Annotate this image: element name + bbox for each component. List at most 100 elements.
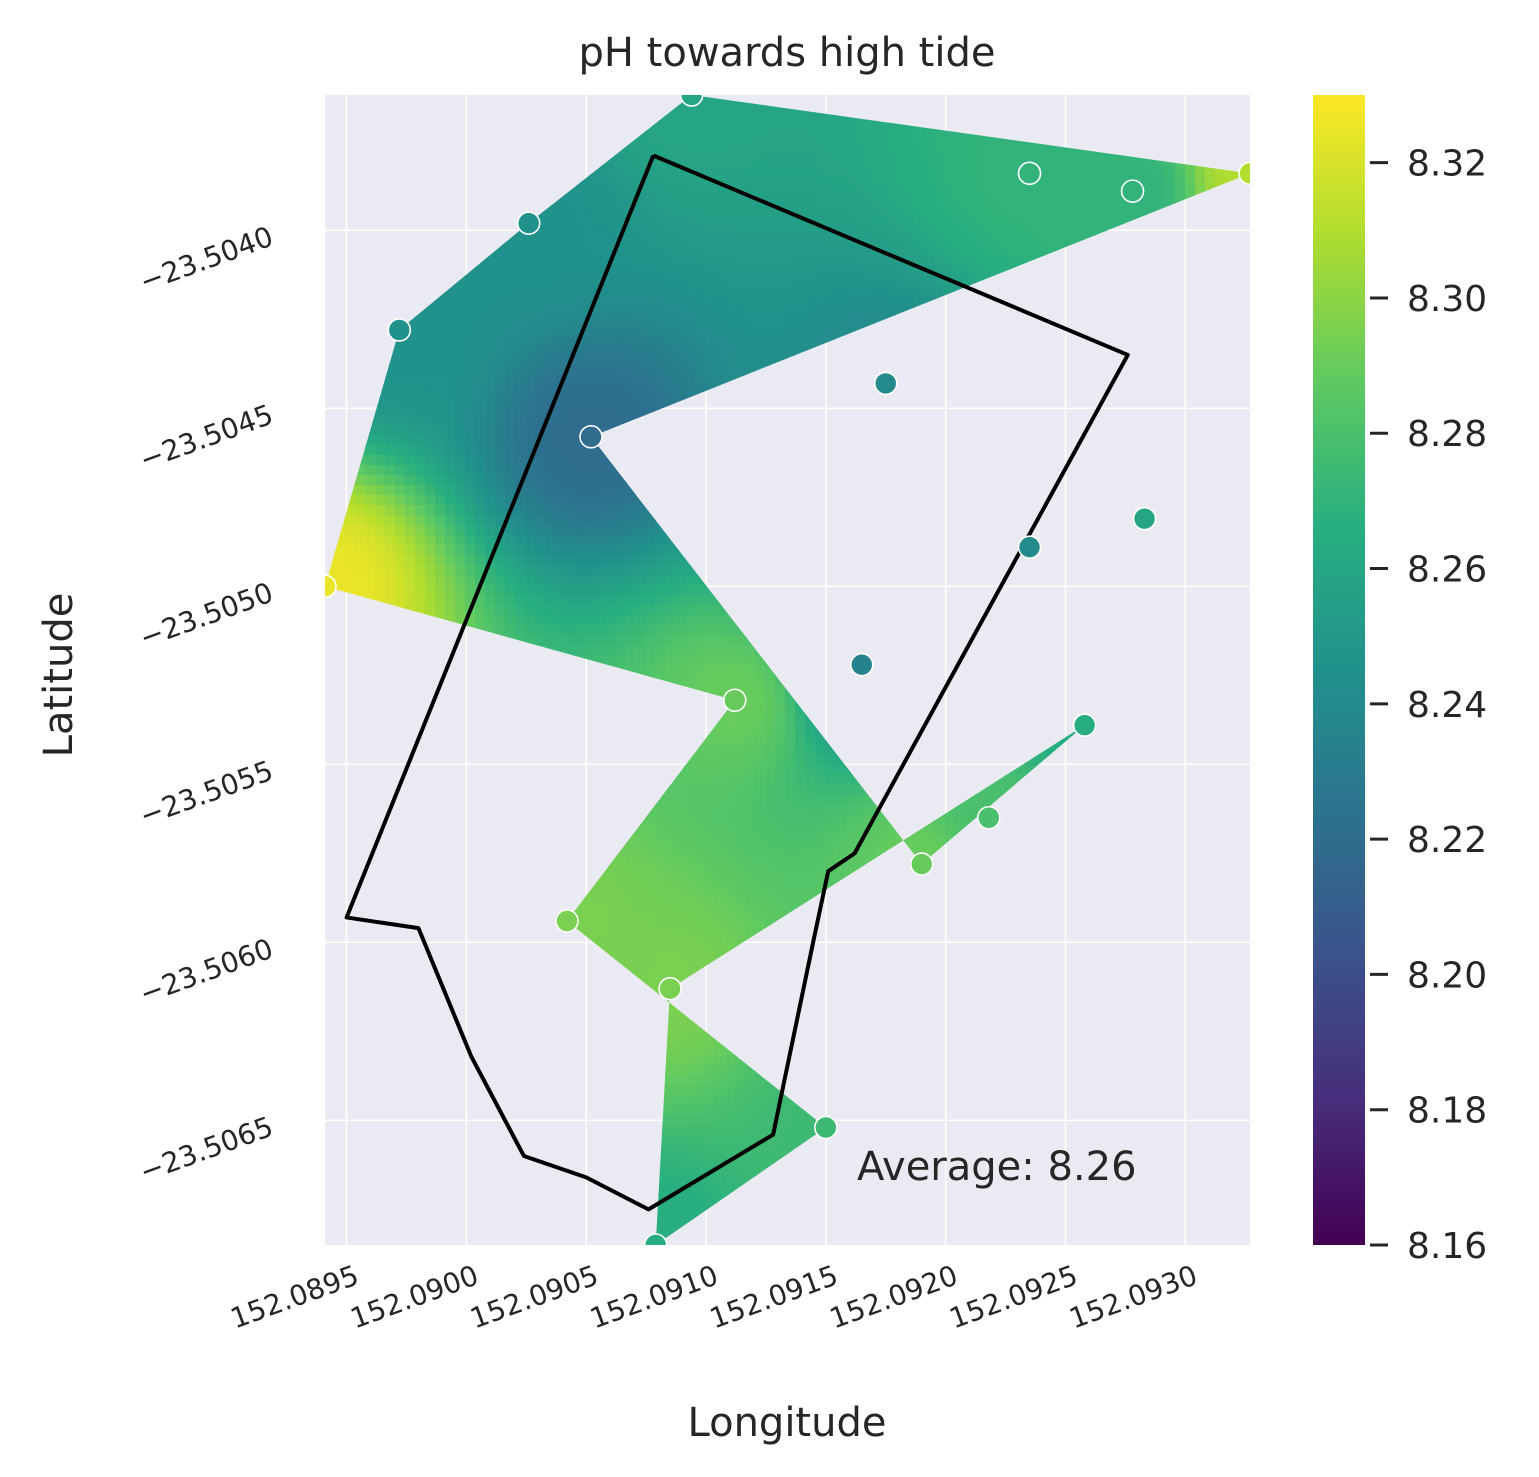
heat-cell bbox=[885, 205, 896, 216]
heat-cell bbox=[695, 295, 706, 306]
heat-cell bbox=[635, 325, 646, 336]
heat-cell bbox=[955, 245, 966, 256]
heat-cell bbox=[995, 145, 1006, 156]
heat-cell bbox=[555, 195, 566, 206]
heat-cell bbox=[705, 375, 716, 386]
heat-cell bbox=[375, 415, 386, 426]
heat-cell bbox=[1115, 165, 1126, 176]
heat-cell bbox=[555, 245, 566, 256]
heat-cell bbox=[585, 335, 596, 346]
heat-cell bbox=[535, 345, 546, 356]
heat-cell bbox=[845, 255, 856, 266]
heat-cell bbox=[445, 475, 456, 486]
heat-cell bbox=[345, 565, 356, 576]
heat-cell bbox=[635, 385, 646, 396]
heat-cell bbox=[965, 205, 976, 216]
heat-cell bbox=[825, 185, 836, 196]
heat-cell bbox=[565, 475, 576, 486]
heat-cell bbox=[745, 255, 756, 266]
heat-cell bbox=[775, 175, 786, 186]
heat-cell bbox=[725, 255, 736, 266]
heat-cell bbox=[1015, 185, 1026, 196]
heat-cell bbox=[665, 255, 676, 266]
heat-cell bbox=[395, 495, 406, 506]
heat-cell bbox=[375, 475, 386, 486]
heat-cell bbox=[845, 245, 856, 256]
heat-cell bbox=[455, 395, 466, 406]
heat-cell bbox=[975, 215, 986, 226]
heat-cell bbox=[1155, 175, 1166, 186]
heat-cell bbox=[585, 565, 596, 576]
heat-cell bbox=[585, 255, 596, 266]
heat-cell bbox=[625, 375, 636, 386]
heat-cell bbox=[965, 175, 976, 186]
heat-cell bbox=[1055, 235, 1066, 246]
heat-cell bbox=[1035, 225, 1046, 236]
heat-cell bbox=[435, 465, 446, 476]
heat-cell bbox=[565, 305, 576, 316]
heat-cell bbox=[1045, 235, 1056, 246]
heat-cell bbox=[475, 545, 486, 556]
heat-cell bbox=[1145, 165, 1156, 176]
heat-cell bbox=[975, 245, 986, 256]
heat-cell bbox=[635, 565, 646, 576]
heat-cell bbox=[785, 145, 796, 156]
heat-cell bbox=[745, 345, 756, 356]
heat-cell bbox=[765, 325, 776, 336]
heat-cell bbox=[585, 555, 596, 566]
heat-cell bbox=[535, 565, 546, 576]
heat-cell bbox=[685, 375, 696, 386]
heat-cell bbox=[495, 495, 506, 506]
heat-cell bbox=[405, 515, 416, 526]
heat-cell bbox=[455, 275, 466, 286]
heat-cell bbox=[375, 515, 386, 526]
heat-cell bbox=[405, 595, 416, 606]
heat-cell bbox=[465, 285, 476, 296]
heat-cell bbox=[475, 405, 486, 416]
heat-cell bbox=[575, 255, 586, 266]
heat-cell bbox=[575, 415, 586, 426]
heat-cell bbox=[725, 205, 736, 216]
heat-cell bbox=[645, 625, 656, 636]
heat-cell bbox=[1065, 165, 1076, 176]
heat-cell bbox=[1115, 205, 1126, 216]
heat-cell bbox=[965, 275, 976, 286]
heat-cell bbox=[885, 215, 896, 226]
heat-cell bbox=[555, 605, 566, 616]
heat-cell bbox=[675, 325, 686, 336]
heat-cell bbox=[645, 355, 656, 366]
heat-cell bbox=[415, 495, 426, 506]
heat-cell bbox=[515, 235, 526, 246]
heat-cell bbox=[665, 565, 676, 576]
heat-cell bbox=[445, 535, 456, 546]
heat-cell bbox=[565, 225, 576, 236]
heat-cell bbox=[715, 375, 726, 386]
heat-cell bbox=[815, 215, 826, 226]
heat-cell bbox=[1175, 185, 1186, 196]
heat-cell bbox=[705, 95, 716, 106]
heat-cell bbox=[615, 515, 626, 526]
heat-cell bbox=[635, 155, 646, 166]
heat-cell bbox=[405, 445, 416, 456]
heat-cell bbox=[485, 605, 496, 616]
heat-cell bbox=[655, 585, 666, 596]
heat-cell bbox=[545, 565, 556, 576]
heat-cell bbox=[625, 215, 636, 226]
heat-cell bbox=[525, 475, 536, 486]
heat-cell bbox=[565, 425, 576, 436]
heat-cell bbox=[385, 555, 396, 566]
heat-cell bbox=[795, 155, 806, 166]
heat-cell bbox=[935, 185, 946, 196]
heat-cell bbox=[645, 375, 656, 386]
heat-cell bbox=[495, 355, 506, 366]
heat-cell bbox=[1045, 185, 1056, 196]
heat-cell bbox=[625, 195, 636, 206]
heat-cell bbox=[695, 225, 706, 236]
heat-cell bbox=[645, 525, 656, 536]
heat-cell bbox=[515, 295, 526, 306]
heat-cell bbox=[625, 225, 636, 236]
heat-cell bbox=[715, 315, 726, 326]
heat-cell bbox=[445, 415, 456, 426]
heat-cell bbox=[845, 225, 856, 236]
heat-cell bbox=[505, 405, 516, 416]
